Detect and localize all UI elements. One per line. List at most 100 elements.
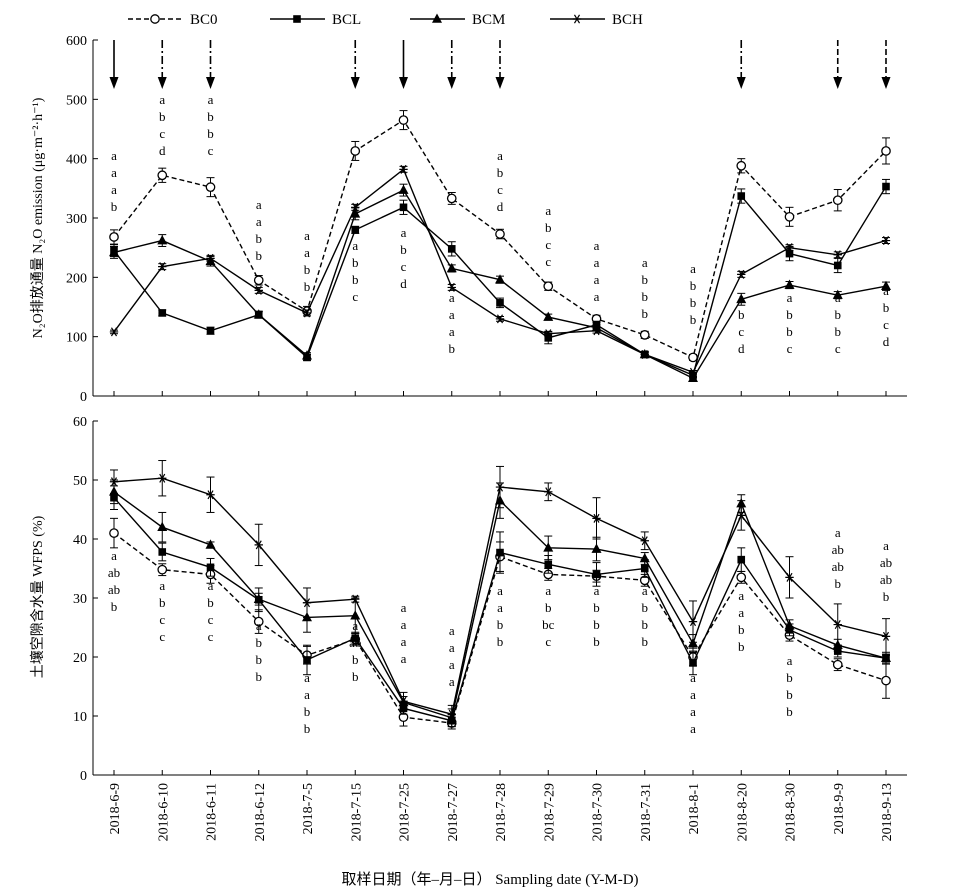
data-point-bcl [544, 334, 553, 342]
significance-letter: b [304, 704, 311, 719]
x-tick-label: 2018-6-9 [108, 783, 123, 834]
significance-letter: b [256, 669, 263, 684]
significance-letter: b [690, 295, 697, 310]
data-point-bcl [785, 249, 794, 258]
significance-letter: b [642, 272, 649, 287]
significance-letter: b [786, 704, 793, 719]
significance-letter: d [883, 334, 890, 349]
data-point-bcl [351, 634, 360, 642]
data-point-bch [254, 540, 263, 550]
significance-letter: ab [108, 565, 120, 580]
legend-label: BCL [332, 12, 361, 28]
significance-letter: a [449, 290, 455, 305]
data-point-bcm [688, 372, 698, 382]
data-point-bcm [350, 208, 361, 218]
event-arrow-head [495, 77, 505, 89]
significance-letter: b [786, 307, 793, 322]
significance-letter: c [738, 324, 744, 339]
data-point-bch [206, 253, 215, 263]
data-point-bc0 [736, 160, 747, 171]
data-point-bc0 [688, 352, 698, 363]
series-bc0 [109, 110, 891, 363]
series-bch [109, 460, 891, 724]
data-point-bch [592, 513, 601, 523]
data-point-bcl [689, 659, 697, 667]
data-point-bch [640, 349, 649, 359]
significance-letter: b [690, 278, 697, 293]
data-point-bch [785, 243, 794, 253]
legend-label: BCM [472, 12, 505, 28]
data-point-bch [302, 308, 312, 318]
data-point-bcm [205, 539, 216, 549]
data-point-bc0 [784, 211, 795, 222]
x-tick-label: 2018-7-28 [494, 783, 509, 841]
data-point-bch [640, 536, 649, 546]
significance-letter: ab [108, 582, 120, 597]
y-tick-label: 40 [73, 533, 87, 548]
data-point-bc0 [446, 193, 457, 204]
significance-letter: d [400, 276, 407, 291]
significance-letters: a ab ab b [108, 548, 120, 614]
data-point-bcm [543, 311, 554, 321]
significance-letter: b [545, 600, 552, 615]
significance-letter: b [111, 199, 118, 214]
significance-letter: c [159, 629, 165, 644]
significance-letter: b [256, 652, 263, 667]
significance-letter: c [545, 237, 551, 252]
significance-letter: b [207, 109, 214, 124]
significance-letter: a [304, 245, 310, 260]
data-point-bcm [495, 274, 505, 284]
y-tick-label: 10 [73, 710, 87, 725]
data-point-bch [447, 709, 456, 719]
significance-letter: b [207, 595, 214, 610]
significance-letter: b [883, 589, 890, 604]
data-point-bch [544, 329, 553, 339]
significance-letter: a [449, 307, 455, 322]
bottom-y-axis-label: 土壤空隙含水量 WFPS (%) [29, 515, 46, 678]
significance-letter: b [690, 312, 697, 327]
significance-letter: b [835, 576, 842, 591]
data-point-bch [399, 164, 408, 174]
data-point-bch [351, 202, 360, 212]
event-arrow-head [399, 77, 408, 89]
data-point-bch [881, 631, 891, 641]
data-point-bcm [881, 652, 891, 662]
significance-letter: a [594, 238, 600, 253]
significance-letter: b [738, 639, 745, 654]
legend: BC0 BCL BCM BCH [128, 12, 643, 28]
significance-letter: c [883, 317, 889, 332]
legend-item-bch: BCH [550, 12, 643, 28]
event-arrow [399, 40, 408, 89]
significance-letter: b [304, 262, 311, 277]
data-point-bcl [351, 226, 360, 234]
series-line-bcm [113, 189, 887, 380]
significance-letter: a [690, 704, 696, 719]
significance-letter: a [787, 653, 793, 668]
significance-letter: a [111, 548, 117, 563]
significance-letter: b [786, 670, 793, 685]
data-point-bcm [543, 542, 554, 552]
significance-letter: b [883, 300, 890, 315]
significance-letter: b [545, 220, 552, 235]
data-point-bc0 [832, 659, 843, 670]
data-point-bcl [592, 570, 601, 579]
significance-letter: b [835, 307, 842, 322]
x-tick-label: 2018-6-12 [253, 783, 268, 841]
event-arrow-head [881, 77, 891, 89]
data-point-bcm [109, 246, 119, 257]
data-point-bcl [206, 326, 215, 335]
significance-letter: b [642, 617, 649, 632]
event-arrow-head [109, 77, 119, 89]
data-point-bch [254, 285, 263, 295]
data-point-bc0 [495, 229, 505, 239]
event-arrow-head [157, 77, 167, 89]
